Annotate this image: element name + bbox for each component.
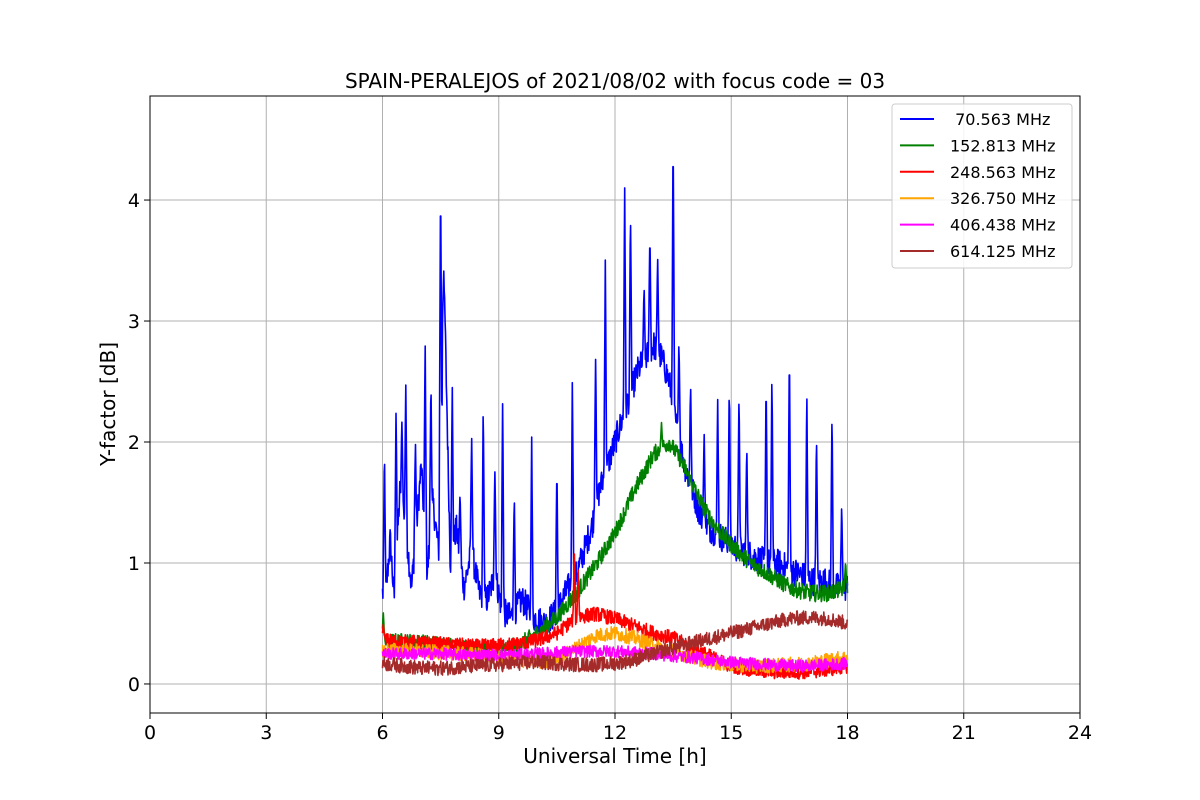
series-layer [381, 165, 849, 680]
x-tick-label: 9 [493, 722, 505, 744]
x-tick-label: 24 [1068, 722, 1092, 744]
series-line-6 [381, 610, 849, 677]
x-tick-label: 15 [719, 722, 743, 744]
legend-label: 248.563 MHz [950, 163, 1055, 182]
x-tick-label: 6 [376, 722, 388, 744]
chart-title: SPAIN-PERALEJOS of 2021/08/02 with focus… [345, 69, 885, 93]
series-line-5 [381, 644, 848, 673]
legend-label: 406.438 MHz [950, 216, 1055, 235]
legend-label: 614.125 MHz [950, 242, 1055, 261]
series-line-1 [381, 165, 849, 638]
legend-label: 152.813 MHz [950, 136, 1055, 155]
y-axis-label: Y-factor [dB] [96, 342, 120, 467]
x-tick-label: 3 [260, 722, 272, 744]
y-tick-label: 0 [128, 674, 140, 696]
y-tick-label: 1 [128, 553, 140, 575]
legend: 70.563 MHz 152.813 MHz 248.563 MHz 326.750 … [891, 103, 1073, 269]
x-tick-label: 18 [835, 722, 859, 744]
x-axis-label: Universal Time [h] [523, 744, 706, 768]
y-tick-label: 4 [128, 190, 140, 212]
legend-label: 326.750 MHz [950, 189, 1055, 208]
x-tick-label: 12 [603, 722, 627, 744]
legend-box [891, 103, 1073, 269]
y-tick-label: 3 [128, 311, 140, 333]
legend-label: 70.563 MHz [950, 110, 1050, 129]
x-tick-label: 0 [144, 722, 156, 744]
y-tick-label: 2 [128, 432, 140, 454]
x-tick-label: 21 [952, 722, 976, 744]
